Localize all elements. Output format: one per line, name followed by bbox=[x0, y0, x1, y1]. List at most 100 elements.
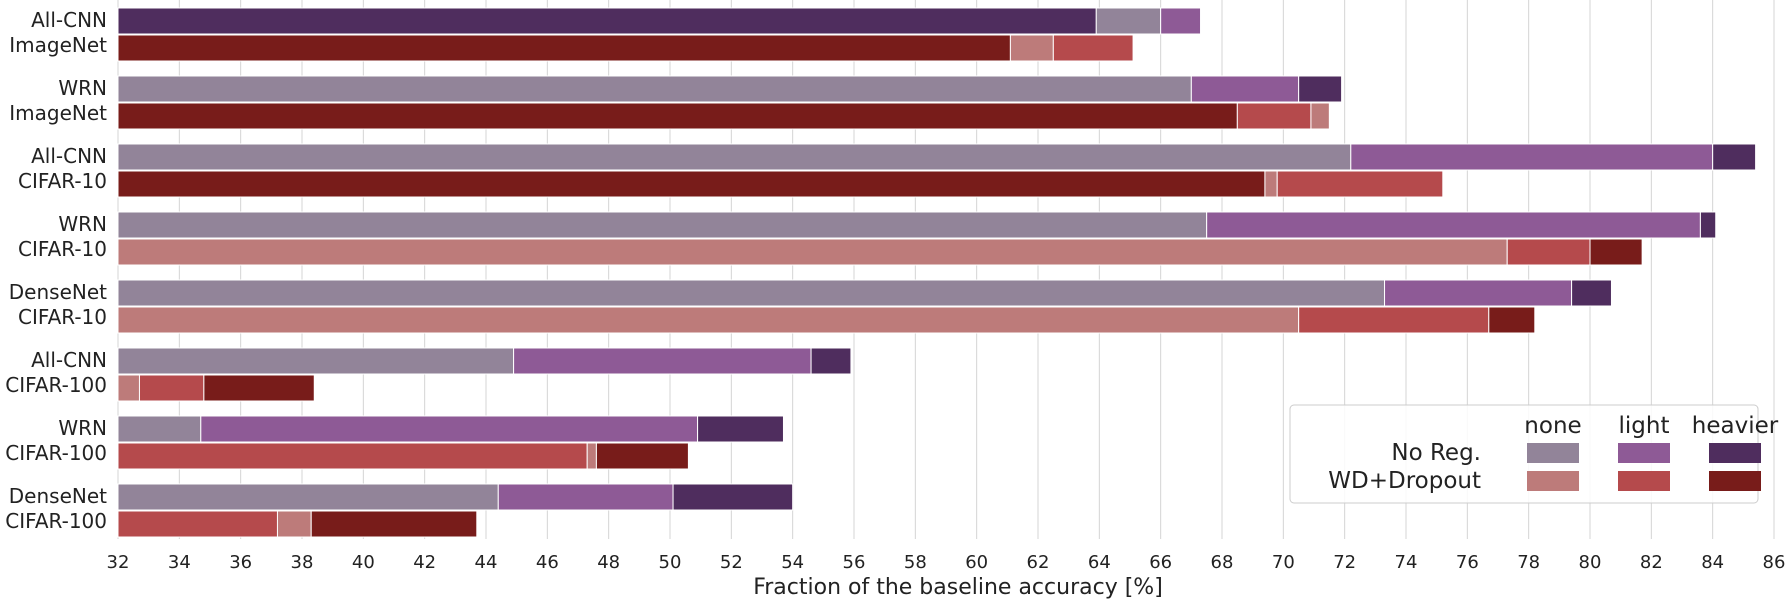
bar-segment-noreg-light bbox=[200, 415, 699, 443]
bar-segment-wd-light bbox=[1298, 306, 1490, 334]
bar-segment-wd-heavier bbox=[203, 374, 315, 402]
x-tick-labels: 32 34 36 38 40 42 44 46 48 50 52 54 56 58 60 62 64 66 68 70… bbox=[107, 552, 1786, 573]
bar-segment-noreg-none bbox=[117, 347, 515, 375]
bars bbox=[117, 7, 1757, 538]
bar-segment-wd-light bbox=[138, 374, 205, 402]
bar-segment-wd-heavier bbox=[1589, 238, 1643, 266]
category-label-line1: WRN bbox=[58, 212, 107, 236]
x-tick-label: 46 bbox=[536, 552, 559, 573]
bar-segment-wd-heavier bbox=[117, 170, 1266, 198]
x-tick-label: 66 bbox=[1149, 552, 1172, 573]
bar-segment-noreg-heavier bbox=[1571, 279, 1612, 307]
legend-swatch-noreg-none bbox=[1527, 443, 1579, 463]
x-tick-label: 52 bbox=[720, 552, 743, 573]
bar-segment-noreg-light bbox=[497, 483, 674, 511]
bar-segment-wd-none bbox=[117, 238, 1508, 266]
category-label-line2: CIFAR-100 bbox=[5, 373, 107, 397]
x-tick-label: 36 bbox=[229, 552, 252, 573]
x-tick-label: 62 bbox=[1027, 552, 1050, 573]
bar-segment-wd-heavier bbox=[595, 442, 689, 470]
x-tick-label: 34 bbox=[168, 552, 191, 573]
bar-segment-noreg-none bbox=[117, 279, 1386, 307]
bar-segment-noreg-none bbox=[117, 143, 1352, 171]
category-labels: All-CNNImageNetWRNImageNetAll-CNNCIFAR-1… bbox=[5, 8, 107, 533]
bar-segment-wd-none bbox=[1264, 170, 1278, 198]
bar-segment-noreg-heavier bbox=[697, 415, 784, 443]
legend-column-header: none bbox=[1524, 413, 1581, 439]
category-label-line1: WRN bbox=[58, 416, 107, 440]
x-tick-label: 32 bbox=[107, 552, 130, 573]
x-tick-label: 84 bbox=[1701, 552, 1724, 573]
bar-segment-noreg-heavier bbox=[1699, 211, 1717, 239]
x-tick-label: 86 bbox=[1763, 552, 1786, 573]
x-tick-label: 48 bbox=[597, 552, 620, 573]
bar-segment-noreg-none bbox=[117, 75, 1192, 103]
bar-segment-wd-heavier bbox=[117, 102, 1238, 130]
bar-segment-wd-none bbox=[586, 442, 597, 470]
x-tick-label: 70 bbox=[1272, 552, 1295, 573]
x-tick-label: 50 bbox=[659, 552, 682, 573]
bar-segment-wd-heavier bbox=[117, 34, 1011, 62]
category-label-line1: All-CNN bbox=[31, 348, 107, 372]
bar-segment-noreg-none bbox=[117, 415, 202, 443]
category-label-line2: CIFAR-100 bbox=[5, 441, 107, 465]
bar-segment-wd-light bbox=[1276, 170, 1444, 198]
legend-swatch-wd-heavier bbox=[1709, 471, 1761, 491]
legend-row-label: No Reg. bbox=[1391, 440, 1481, 466]
bar-segment-wd-light bbox=[117, 442, 588, 470]
bar-segment-wd-none bbox=[276, 510, 312, 538]
bar-segment-wd-heavier bbox=[310, 510, 478, 538]
category-label-line2: CIFAR-100 bbox=[5, 509, 107, 533]
bar-segment-noreg-light bbox=[1190, 75, 1300, 103]
bar-segment-noreg-light bbox=[1160, 7, 1202, 35]
category-label-line1: DenseNet bbox=[9, 280, 107, 304]
x-tick-label: 64 bbox=[1088, 552, 1111, 573]
legend-swatch-wd-light bbox=[1618, 471, 1670, 491]
x-axis-label: Fraction of the baseline accuracy [%] bbox=[753, 575, 1163, 600]
bar-segment-noreg-heavier bbox=[1298, 75, 1343, 103]
x-tick-label: 38 bbox=[291, 552, 314, 573]
x-tick-label: 68 bbox=[1211, 552, 1234, 573]
bar-segment-noreg-light bbox=[513, 347, 812, 375]
bar-segment-wd-none bbox=[1310, 102, 1330, 130]
bar-segment-noreg-heavier bbox=[1712, 143, 1757, 171]
category-label-line2: ImageNet bbox=[9, 101, 107, 125]
x-tick-label: 72 bbox=[1333, 552, 1356, 573]
x-tick-label: 56 bbox=[843, 552, 866, 573]
x-tick-label: 78 bbox=[1517, 552, 1540, 573]
bar-segment-wd-light bbox=[1052, 34, 1134, 62]
category-label-line2: CIFAR-10 bbox=[18, 305, 107, 329]
category-label-line2: CIFAR-10 bbox=[18, 237, 107, 261]
category-label-line1: All-CNN bbox=[31, 8, 107, 32]
bar-segment-wd-light bbox=[117, 510, 278, 538]
x-tick-label: 54 bbox=[781, 552, 804, 573]
legend-column-header: heavier bbox=[1692, 413, 1779, 439]
legend-row-label: WD+Dropout bbox=[1328, 468, 1481, 494]
bar-segment-wd-heavier bbox=[1488, 306, 1536, 334]
bar-segment-noreg-light bbox=[1384, 279, 1573, 307]
bar-segment-noreg-heavier bbox=[117, 7, 1097, 35]
category-label-line1: DenseNet bbox=[9, 484, 107, 508]
bar-segment-noreg-none bbox=[1095, 7, 1162, 35]
bar-segment-wd-none bbox=[1009, 34, 1054, 62]
legend-column-header: light bbox=[1619, 413, 1670, 439]
x-tick-label: 60 bbox=[965, 552, 988, 573]
x-tick-label: 76 bbox=[1456, 552, 1479, 573]
legend: none light heavier No Reg.WD+Dropout bbox=[1289, 404, 1779, 504]
bar-segment-wd-none bbox=[117, 374, 140, 402]
x-tick-label: 44 bbox=[475, 552, 498, 573]
bar-segment-noreg-none bbox=[117, 483, 499, 511]
bar-segment-wd-light bbox=[1236, 102, 1312, 130]
x-tick-label: 80 bbox=[1579, 552, 1602, 573]
bar-segment-wd-light bbox=[1506, 238, 1591, 266]
x-tick-label: 74 bbox=[1395, 552, 1418, 573]
bar-segment-wd-none bbox=[117, 306, 1300, 334]
bar-segment-noreg-light bbox=[1206, 211, 1701, 239]
category-label-line1: WRN bbox=[58, 76, 107, 100]
category-label-line1: All-CNN bbox=[31, 144, 107, 168]
bar-segment-noreg-light bbox=[1350, 143, 1714, 171]
x-tick-label: 40 bbox=[352, 552, 375, 573]
bar-segment-noreg-heavier bbox=[672, 483, 794, 511]
legend-swatch-wd-none bbox=[1527, 471, 1579, 491]
